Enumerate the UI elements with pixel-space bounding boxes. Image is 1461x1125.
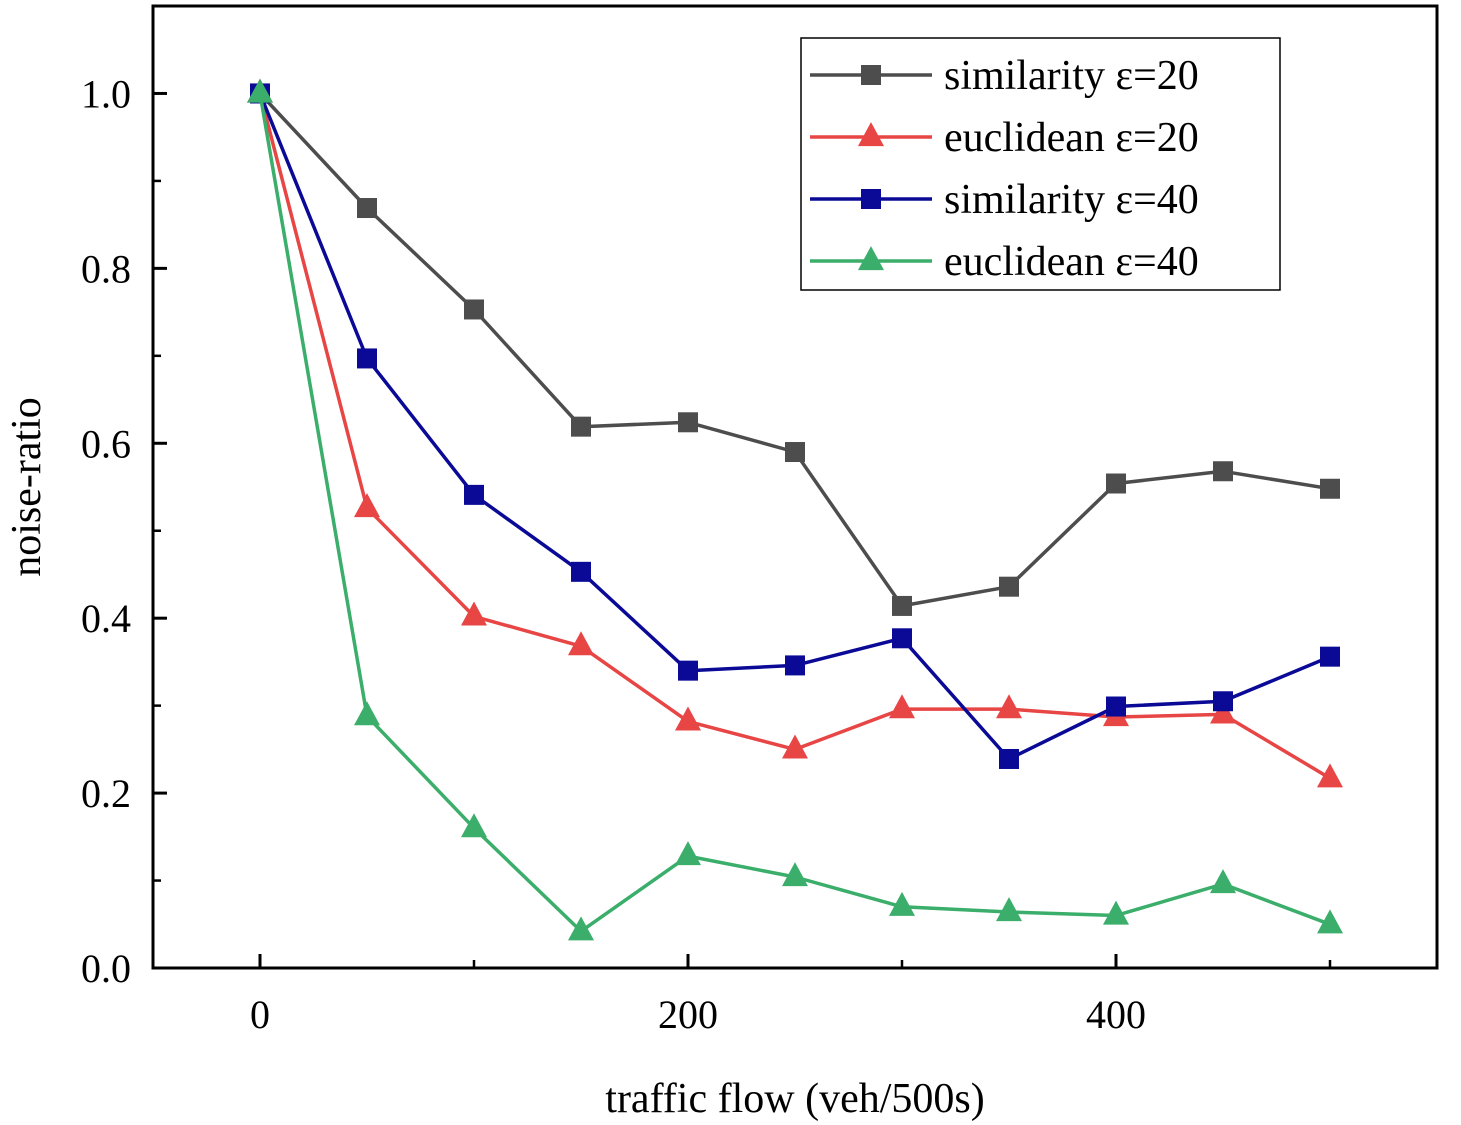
x-axis-title: traffic flow (veh/500s) bbox=[605, 1076, 984, 1122]
data-point bbox=[1106, 696, 1126, 717]
legend: similarity ε=20 euclidean ε=20 similarity … bbox=[800, 37, 1281, 291]
data-point bbox=[892, 595, 912, 616]
data-point bbox=[464, 299, 484, 320]
data-point bbox=[996, 897, 1022, 922]
y-tick-label: 0.8 bbox=[81, 246, 131, 291]
data-point bbox=[892, 628, 912, 649]
data-point bbox=[678, 660, 698, 681]
data-point bbox=[1320, 478, 1340, 499]
series-layer bbox=[247, 78, 1343, 941]
legend-marker bbox=[858, 246, 884, 271]
legend-marker bbox=[861, 65, 881, 85]
y-tick-label: 1.0 bbox=[81, 71, 131, 116]
data-point bbox=[247, 78, 273, 103]
y-axis-title: noise-ratio bbox=[4, 397, 50, 577]
legend-label: similarity ε=40 bbox=[944, 177, 1199, 223]
data-point bbox=[1103, 900, 1129, 925]
legend-marker bbox=[858, 122, 884, 147]
legend-label: euclidean ε=40 bbox=[944, 239, 1199, 285]
data-point bbox=[1210, 699, 1236, 724]
data-point bbox=[571, 561, 591, 582]
y-tick-label: 0.6 bbox=[81, 421, 131, 466]
data-point bbox=[1106, 473, 1126, 494]
data-point bbox=[996, 694, 1022, 719]
data-point bbox=[354, 493, 380, 518]
data-point bbox=[785, 442, 805, 463]
data-point bbox=[464, 484, 484, 505]
data-point bbox=[889, 694, 915, 719]
data-point bbox=[675, 706, 701, 731]
data-point bbox=[461, 601, 487, 626]
legend-label: euclidean ε=20 bbox=[944, 115, 1199, 161]
data-point bbox=[678, 412, 698, 433]
series-3 bbox=[247, 78, 1343, 941]
data-point bbox=[461, 813, 487, 838]
y-tick-label: 0.0 bbox=[81, 946, 131, 991]
data-point bbox=[675, 841, 701, 866]
x-tick-label: 0 bbox=[250, 992, 270, 1037]
y-tick-label: 0.4 bbox=[81, 596, 131, 641]
legend-label: similarity ε=20 bbox=[944, 53, 1199, 99]
legend-item: similarity ε=40 bbox=[810, 177, 1199, 223]
data-point bbox=[1213, 461, 1233, 482]
legend-item: euclidean ε=20 bbox=[810, 115, 1199, 161]
data-point bbox=[354, 701, 380, 726]
data-point bbox=[889, 891, 915, 916]
data-point bbox=[568, 631, 594, 656]
x-tick-label: 400 bbox=[1086, 992, 1146, 1037]
legend-item: euclidean ε=40 bbox=[810, 239, 1199, 285]
data-point bbox=[1213, 691, 1233, 712]
data-point bbox=[782, 734, 808, 759]
data-point bbox=[999, 748, 1019, 769]
data-point bbox=[1317, 763, 1343, 788]
data-point bbox=[357, 348, 377, 369]
data-point bbox=[1317, 909, 1343, 934]
data-point bbox=[999, 576, 1019, 597]
data-point bbox=[785, 655, 805, 676]
minor-ticks bbox=[153, 179, 1332, 968]
data-point bbox=[782, 862, 808, 887]
data-point bbox=[568, 916, 594, 941]
data-point bbox=[1320, 646, 1340, 667]
data-point bbox=[357, 198, 377, 219]
legend-item: similarity ε=20 bbox=[810, 53, 1199, 99]
x-tick-label: 200 bbox=[658, 992, 718, 1037]
axis-ticks: 0.0 0.2 0.4 0.6 0.8 1.0 0 200 400 bbox=[81, 71, 1146, 1037]
plot-frame bbox=[151, 4, 1439, 970]
data-point bbox=[1210, 869, 1236, 894]
series-0 bbox=[250, 83, 1340, 616]
data-point bbox=[571, 416, 591, 437]
legend-marker bbox=[861, 189, 881, 209]
y-tick-label: 0.2 bbox=[81, 771, 131, 816]
